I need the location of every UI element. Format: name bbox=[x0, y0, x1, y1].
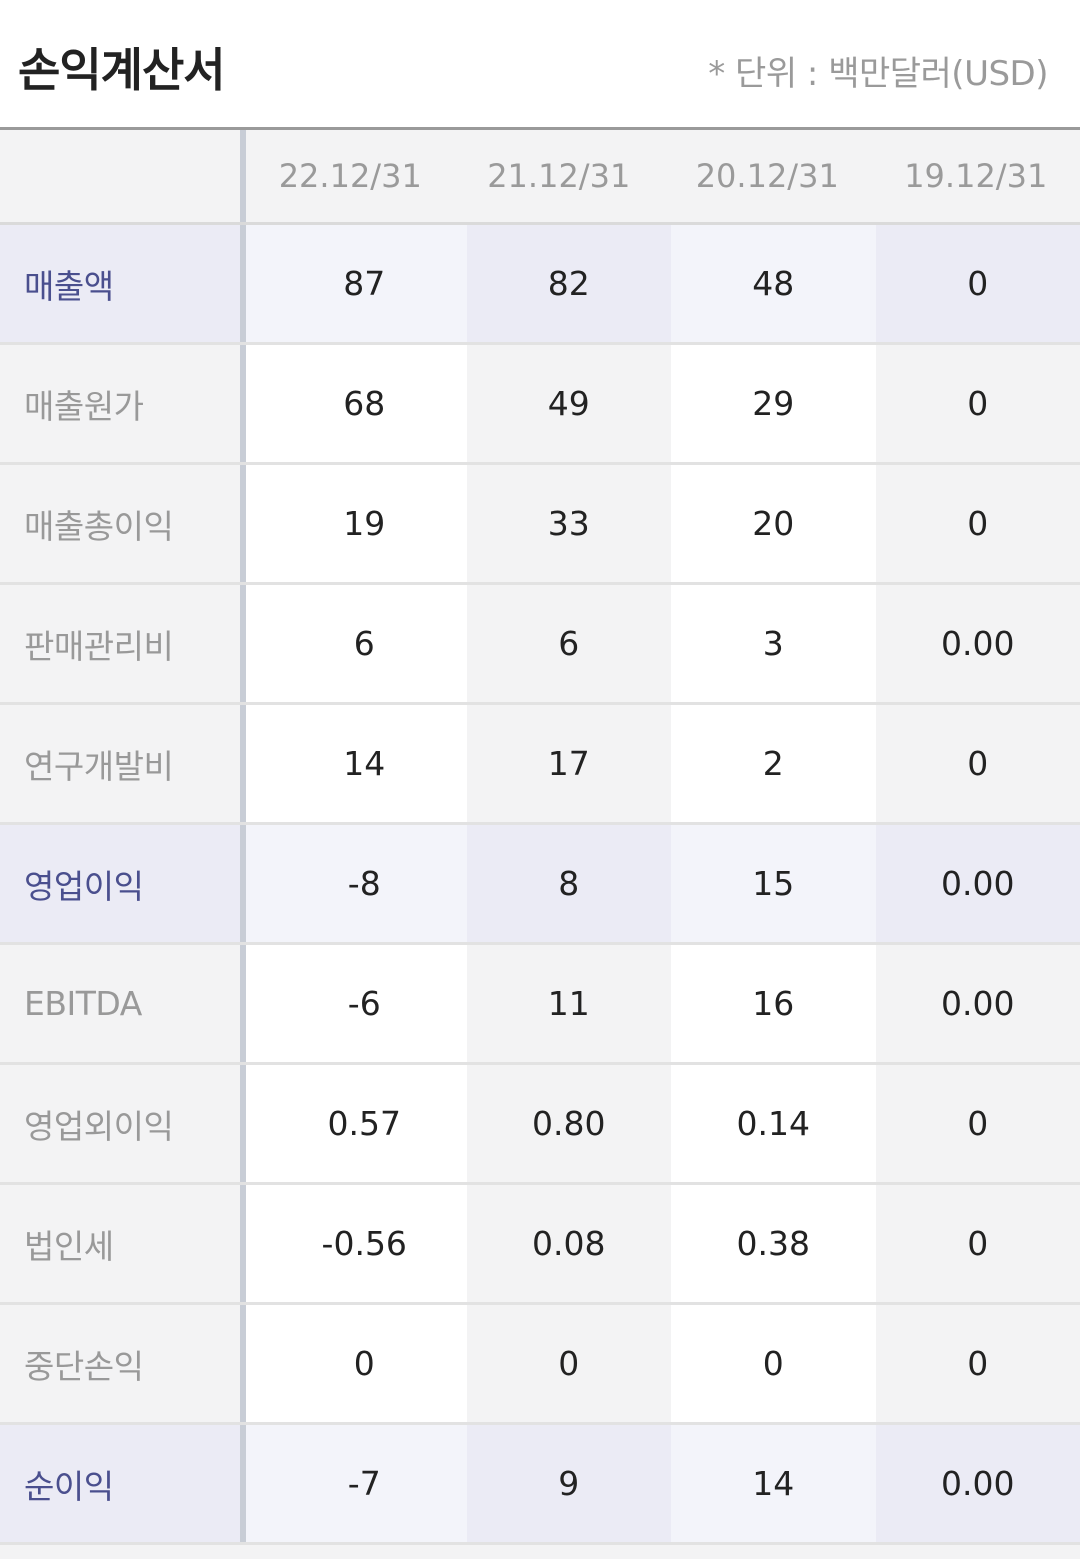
table-row-rnd: 연구개발비 14 17 2 0 bbox=[0, 705, 1080, 825]
table-cell: 82 bbox=[467, 225, 672, 342]
table-cell: 48 bbox=[671, 225, 876, 342]
table-cell: 0 bbox=[876, 705, 1080, 822]
table-row-income-tax: 법인세 -0.56 0.08 0.38 0 bbox=[0, 1185, 1080, 1305]
table-cell: 6 bbox=[262, 585, 467, 702]
table-cell: 20 bbox=[671, 465, 876, 582]
row-label: 매출액 bbox=[0, 225, 240, 342]
table-row-gross-profit: 매출총이익 19 33 20 0 bbox=[0, 465, 1080, 585]
row-label: 영업외이익 bbox=[0, 1065, 240, 1182]
table-cell: 87 bbox=[262, 225, 467, 342]
row-label: EBITDA bbox=[0, 945, 240, 1062]
table-bottom-strip bbox=[0, 1545, 1080, 1559]
table-cell: -7 bbox=[262, 1425, 467, 1542]
table-cell: 0 bbox=[467, 1305, 672, 1422]
table-cell: 0 bbox=[876, 1185, 1080, 1302]
row-label: 중단손익 bbox=[0, 1305, 240, 1422]
table-cell: 0 bbox=[876, 345, 1080, 462]
table-cell: 0.00 bbox=[876, 945, 1080, 1062]
column-header-date: 22.12/31 bbox=[246, 130, 455, 222]
table-cell: 0.08 bbox=[467, 1185, 672, 1302]
header-corner-cell bbox=[0, 130, 240, 222]
row-label: 매출총이익 bbox=[0, 465, 240, 582]
section-header: 손익계산서 * 단위 : 백만달러(USD) bbox=[0, 0, 1080, 130]
table-cell: -0.56 bbox=[262, 1185, 467, 1302]
page-title: 손익계산서 bbox=[18, 38, 225, 102]
table-cell: -8 bbox=[262, 825, 467, 942]
table-cell: 0.57 bbox=[262, 1065, 467, 1182]
table-row-discontinued-ops: 중단손익 0 0 0 0 bbox=[0, 1305, 1080, 1425]
table-cell: 14 bbox=[671, 1425, 876, 1542]
table-cell: 33 bbox=[467, 465, 672, 582]
table-row-sga: 판매관리비 6 6 3 0.00 bbox=[0, 585, 1080, 705]
table-cell: 49 bbox=[467, 345, 672, 462]
table-row-cost-of-sales: 매출원가 68 49 29 0 bbox=[0, 345, 1080, 465]
table-cell: 0.00 bbox=[876, 585, 1080, 702]
table-cell: 11 bbox=[467, 945, 672, 1062]
table-cell: 29 bbox=[671, 345, 876, 462]
table-cell: 6 bbox=[467, 585, 672, 702]
table-cell: 3 bbox=[671, 585, 876, 702]
table-cell: 15 bbox=[671, 825, 876, 942]
column-header-date: 19.12/31 bbox=[872, 130, 1080, 222]
table-cell: 0 bbox=[876, 1065, 1080, 1182]
table-cell: 17 bbox=[467, 705, 672, 822]
row-label: 판매관리비 bbox=[0, 585, 240, 702]
table-cell: -6 bbox=[262, 945, 467, 1062]
table-cell: 8 bbox=[467, 825, 672, 942]
table-cell: 19 bbox=[262, 465, 467, 582]
table-row-revenue: 매출액 87 82 48 0 bbox=[0, 225, 1080, 345]
table-cell: 0 bbox=[262, 1305, 467, 1422]
unit-note: * 단위 : 백만달러(USD) bbox=[708, 50, 1048, 98]
table-cell: 14 bbox=[262, 705, 467, 822]
table-cell: 0 bbox=[876, 1305, 1080, 1422]
table-cell: 0.38 bbox=[671, 1185, 876, 1302]
table-cell: 16 bbox=[671, 945, 876, 1062]
table-cell: 0 bbox=[671, 1305, 876, 1422]
table-cell: 2 bbox=[671, 705, 876, 822]
table-cell: 0 bbox=[876, 225, 1080, 342]
table-cell: 68 bbox=[262, 345, 467, 462]
table-cell: 0.80 bbox=[467, 1065, 672, 1182]
table-row-non-operating-income: 영업외이익 0.57 0.80 0.14 0 bbox=[0, 1065, 1080, 1185]
table-cell: 0.00 bbox=[876, 825, 1080, 942]
row-label: 순이익 bbox=[0, 1425, 240, 1542]
table-row-ebitda: EBITDA -6 11 16 0.00 bbox=[0, 945, 1080, 1065]
table-cell: 0 bbox=[876, 465, 1080, 582]
table-header-row: 22.12/31 21.12/31 20.12/31 19.12/31 bbox=[0, 130, 1080, 225]
table-row-net-income: 순이익 -7 9 14 0.00 bbox=[0, 1425, 1080, 1545]
column-header-date: 21.12/31 bbox=[455, 130, 664, 222]
income-statement-table: 22.12/31 21.12/31 20.12/31 19.12/31 매출액 … bbox=[0, 130, 1080, 1559]
table-row-operating-income: 영업이익 -8 8 15 0.00 bbox=[0, 825, 1080, 945]
row-label: 매출원가 bbox=[0, 345, 240, 462]
row-label: 연구개발비 bbox=[0, 705, 240, 822]
column-header-date: 20.12/31 bbox=[663, 130, 872, 222]
row-label: 법인세 bbox=[0, 1185, 240, 1302]
table-cell: 9 bbox=[467, 1425, 672, 1542]
table-cell: 0.00 bbox=[876, 1425, 1080, 1542]
row-label: 영업이익 bbox=[0, 825, 240, 942]
table-cell: 0.14 bbox=[671, 1065, 876, 1182]
